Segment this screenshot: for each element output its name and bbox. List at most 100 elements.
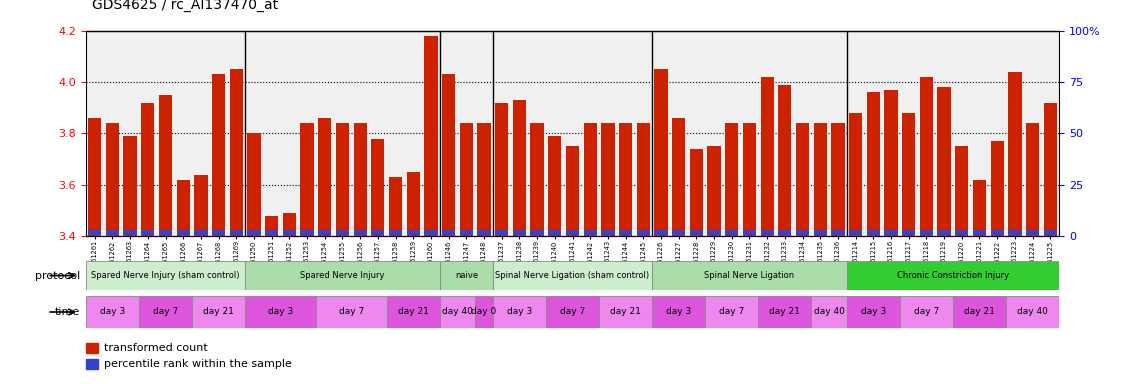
Bar [867, 92, 881, 236]
Bar [300, 123, 314, 236]
Bar [619, 123, 632, 236]
Bar [318, 230, 331, 235]
Bar [654, 230, 668, 235]
Bar [884, 230, 898, 235]
Bar [212, 74, 226, 236]
Bar [919, 77, 933, 236]
Bar [159, 230, 172, 235]
Bar [705, 296, 758, 328]
Bar [796, 230, 810, 235]
Bar [919, 230, 933, 235]
Bar [743, 123, 756, 236]
Text: day 40: day 40 [1017, 308, 1048, 316]
Bar [672, 230, 686, 235]
Bar [318, 118, 331, 236]
Bar [938, 230, 950, 235]
Bar [566, 230, 579, 235]
Bar [371, 230, 385, 235]
Bar [513, 230, 526, 235]
Bar [195, 230, 207, 235]
Bar [247, 134, 261, 236]
Bar [831, 230, 845, 235]
Bar [653, 261, 847, 290]
Text: day 7: day 7 [339, 308, 364, 316]
Bar [814, 123, 827, 236]
Bar [86, 261, 245, 290]
Bar [195, 174, 207, 236]
Bar [867, 230, 881, 235]
Bar [176, 180, 190, 236]
Bar [847, 296, 900, 328]
Bar [599, 296, 653, 328]
Bar [1009, 230, 1021, 235]
Bar [354, 123, 366, 236]
Text: day 7: day 7 [560, 308, 585, 316]
Bar [176, 230, 190, 235]
Bar [725, 230, 739, 235]
Bar [1006, 296, 1059, 328]
Text: day 7: day 7 [153, 308, 179, 316]
Bar [812, 296, 847, 328]
Bar [230, 230, 243, 235]
Bar [141, 103, 155, 236]
Bar [1026, 230, 1040, 235]
Text: protocol: protocol [34, 270, 80, 281]
Bar [459, 123, 473, 236]
Bar [425, 36, 437, 236]
Bar [425, 230, 437, 235]
Bar [389, 177, 402, 236]
Text: naive: naive [455, 271, 477, 280]
Bar [192, 296, 245, 328]
Bar [88, 118, 102, 236]
Bar [1026, 123, 1040, 236]
Text: GDS4625 / rc_AI137470_at: GDS4625 / rc_AI137470_at [92, 0, 278, 12]
Text: day 3: day 3 [268, 308, 293, 316]
Text: day 0: day 0 [472, 308, 497, 316]
Bar [1043, 230, 1057, 235]
Bar [442, 230, 456, 235]
Bar [902, 113, 915, 236]
Bar [283, 230, 297, 235]
Bar [990, 230, 1004, 235]
Bar [354, 230, 366, 235]
Bar [492, 261, 653, 290]
Bar [900, 296, 953, 328]
Bar [601, 123, 615, 236]
Bar [495, 103, 508, 236]
Bar [938, 87, 950, 236]
Bar [124, 136, 136, 236]
Text: day 40: day 40 [442, 308, 473, 316]
Bar [530, 123, 544, 236]
Bar [779, 84, 791, 236]
Bar [247, 230, 261, 235]
Bar [758, 296, 812, 328]
Bar [440, 296, 475, 328]
Bar [743, 230, 756, 235]
Bar [848, 230, 862, 235]
Bar [475, 296, 492, 328]
Bar [760, 77, 774, 236]
Bar [831, 123, 845, 236]
Bar [105, 230, 119, 235]
Bar [105, 123, 119, 236]
Text: Chronic Constriction Injury: Chronic Constriction Injury [897, 271, 1009, 280]
Bar [492, 296, 546, 328]
Text: Spared Nerve Injury: Spared Nerve Injury [300, 271, 385, 280]
Text: Spinal Nerve Ligation (sham control): Spinal Nerve Ligation (sham control) [496, 271, 649, 280]
Text: day 21: day 21 [610, 308, 641, 316]
Bar [546, 296, 599, 328]
Bar [973, 180, 986, 236]
Bar [86, 359, 97, 369]
Bar [584, 230, 597, 235]
Bar [440, 261, 492, 290]
Bar [955, 146, 969, 236]
Text: day 7: day 7 [719, 308, 744, 316]
Bar [814, 230, 827, 235]
Bar [212, 230, 226, 235]
Bar [406, 172, 420, 236]
Bar [389, 230, 402, 235]
Bar [335, 230, 349, 235]
Bar [159, 95, 172, 236]
Bar [88, 230, 102, 235]
Bar [459, 230, 473, 235]
